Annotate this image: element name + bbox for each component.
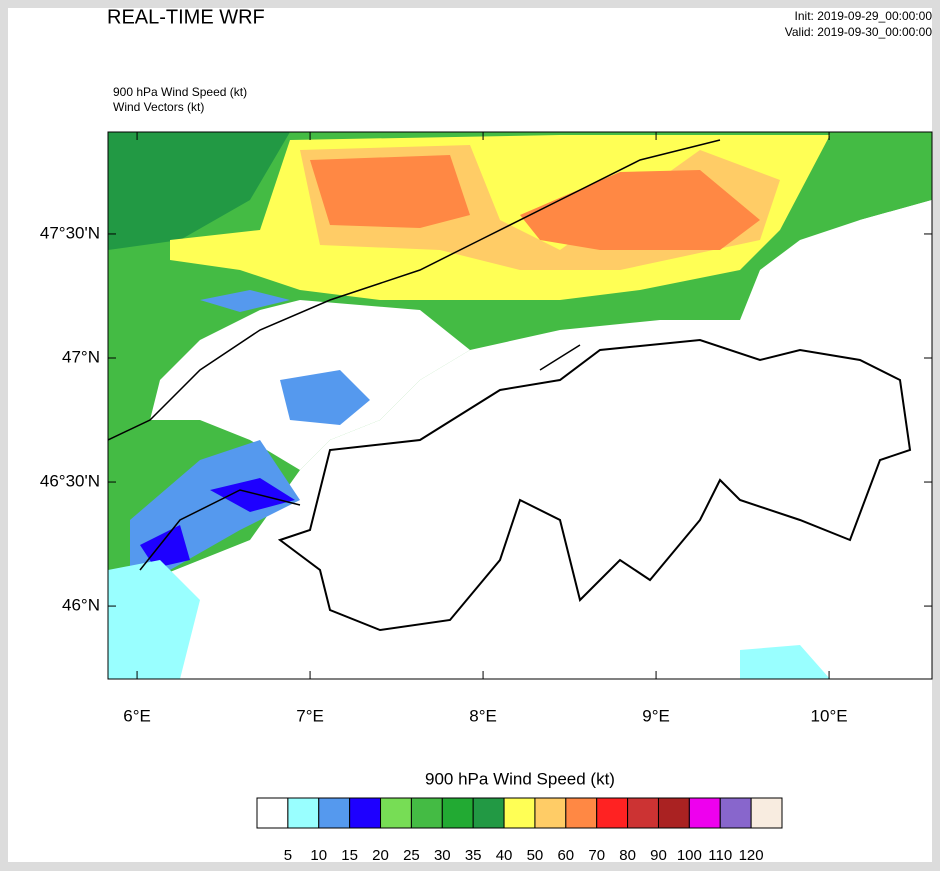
colorbar-label: 15 bbox=[341, 847, 358, 864]
colorbar-label: 5 bbox=[284, 847, 292, 864]
colorbar-box bbox=[565, 797, 598, 829]
map-frame bbox=[107, 131, 933, 680]
colorbar-box bbox=[503, 797, 536, 829]
lat-tick-label: 47°30'N bbox=[40, 223, 100, 242]
colorbar-box bbox=[534, 797, 567, 829]
colorbar-box bbox=[410, 797, 443, 829]
colorbar-box bbox=[596, 797, 629, 829]
lat-tick-label: 47°N bbox=[62, 347, 100, 366]
colorbar-box bbox=[750, 797, 783, 829]
colorbar-label: 30 bbox=[434, 847, 451, 864]
boundaries bbox=[108, 139, 721, 571]
colorbar-box bbox=[256, 797, 289, 829]
lon-tick-label: 9°E bbox=[642, 706, 670, 725]
colorbar-label: 40 bbox=[496, 847, 513, 864]
colorbar-box bbox=[472, 797, 505, 829]
colorbar-box bbox=[349, 797, 382, 829]
colorbar-box bbox=[287, 797, 320, 829]
colorbar-box bbox=[657, 797, 690, 829]
colorbar-label: 10 bbox=[310, 847, 327, 864]
colorbar-label: 110 bbox=[708, 847, 732, 864]
title: REAL-TIME WRF bbox=[107, 6, 265, 28]
colorbar-label: 20 bbox=[372, 847, 389, 864]
lat-tick-label: 46°N bbox=[62, 596, 100, 615]
colorbar-box bbox=[688, 797, 721, 829]
colorbar-label: 60 bbox=[557, 847, 574, 864]
colorbar-label: 100 bbox=[677, 847, 702, 864]
wind-region bbox=[108, 560, 830, 679]
colorbar-box bbox=[380, 797, 412, 829]
colorbar-box bbox=[719, 797, 752, 829]
field-label: 900 hPa Wind Speed (kt) bbox=[113, 85, 247, 99]
wind-region bbox=[108, 132, 290, 250]
init-time: Init: 2019-09-29_00:00:00 bbox=[795, 9, 933, 23]
colorbar-label: 80 bbox=[619, 847, 636, 864]
wind-region bbox=[150, 200, 932, 679]
lon-tick-label: 7°E bbox=[296, 706, 324, 725]
colorbar-label: 90 bbox=[650, 847, 667, 864]
wind-region bbox=[310, 155, 760, 250]
colorbar-label: 120 bbox=[739, 847, 764, 864]
lon-tick-label: 10°E bbox=[811, 706, 848, 725]
wind-region bbox=[130, 290, 370, 570]
lon-tick-label: 6°E bbox=[123, 706, 151, 725]
colorbar-box bbox=[318, 797, 351, 829]
colorbar-label: 25 bbox=[403, 847, 420, 864]
vector-label: Wind Vectors (kt) bbox=[113, 100, 204, 114]
colorbar-box bbox=[627, 797, 659, 829]
lon-tick-label: 8°E bbox=[469, 706, 497, 725]
colorbar-title: 900 hPa Wind Speed (kt) bbox=[425, 769, 615, 788]
colorbar-label: 50 bbox=[527, 847, 544, 864]
wind-region bbox=[140, 478, 295, 568]
valid-time: Valid: 2019-09-30_00:00:00 bbox=[785, 25, 933, 39]
colorbar-box bbox=[441, 797, 474, 829]
colorbar-label: 70 bbox=[588, 847, 605, 864]
lat-tick-label: 46°30'N bbox=[40, 472, 100, 491]
wind-field bbox=[108, 132, 932, 679]
country-border bbox=[277, 338, 912, 632]
colorbar-label: 35 bbox=[465, 847, 482, 864]
